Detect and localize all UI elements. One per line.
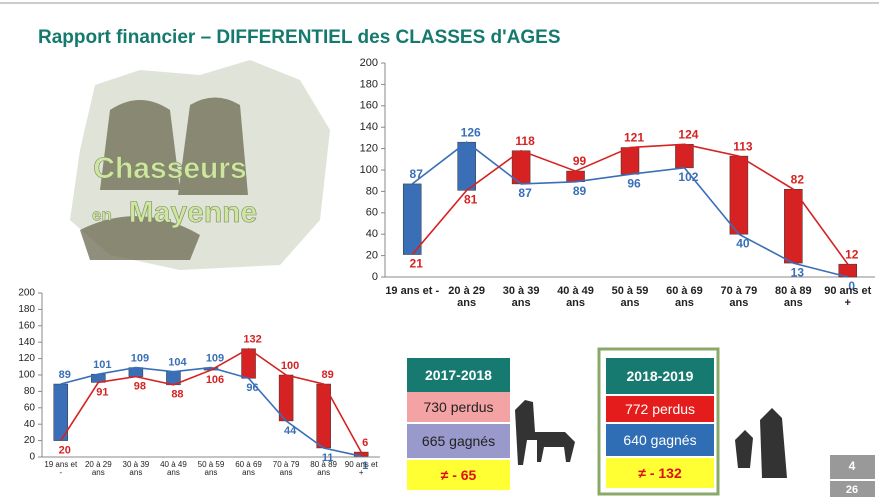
data-label: 89 [322, 369, 334, 381]
y-tick-label: 140 [18, 337, 35, 348]
y-tick-label: 80 [366, 185, 378, 197]
x-tick-label: 40 à 49 ans [548, 286, 602, 309]
x-tick-label: 90 ans et + [821, 286, 875, 309]
data-label: 101 [93, 359, 111, 371]
y-tick-label: 100 [360, 164, 378, 176]
data-label: 81 [464, 193, 478, 207]
updown-bar [279, 375, 293, 421]
data-label: 20 [59, 445, 71, 457]
y-tick-label: 180 [18, 304, 35, 315]
data-label: 126 [461, 125, 481, 139]
chart-canvas: Rapport financier – DIFFERENTIEL des CLA… [0, 0, 879, 497]
y-tick-label: 100 [18, 370, 35, 381]
y-tick-label: 140 [360, 121, 378, 133]
x-tick-label: 70 à 79 ans [267, 461, 305, 478]
y-tick-label: 60 [366, 207, 378, 219]
data-label: 109 [206, 353, 224, 365]
data-label: 96 [627, 176, 641, 190]
summary-lost: 730 perdus [407, 392, 510, 422]
photo-place: Mayenne [129, 196, 257, 229]
summary-gained: 665 gagnés [407, 424, 510, 458]
updown-bar [458, 142, 476, 190]
y-tick-label: 160 [360, 100, 378, 112]
summary-lost: 772 perdus [606, 396, 714, 422]
x-tick-label: 50 à 59 ans [192, 461, 230, 478]
slide: Rapport financier – DIFFERENTIEL des CLA… [0, 0, 879, 497]
x-tick-label: 40 à 49 ans [155, 461, 193, 478]
summary-gained: 640 gagnés [606, 424, 714, 456]
data-label: 40 [736, 236, 750, 250]
data-label: 96 [246, 382, 258, 394]
y-tick-label: 0 [372, 271, 378, 283]
data-label: 100 [281, 360, 299, 372]
y-tick-label: 80 [24, 386, 36, 397]
y-tick-label: 20 [24, 435, 36, 446]
y-tick-label: 120 [360, 143, 378, 155]
x-tick-label: 20 à 29 ans [80, 461, 118, 478]
x-tick-label: 60 à 69 ans [230, 461, 268, 478]
updown-bar [403, 184, 421, 255]
hunter-dog-icon [515, 400, 575, 465]
x-tick-label: 90 ans et + [342, 461, 380, 478]
data-label: 13 [791, 265, 805, 279]
photo-title: Chasseurs [93, 152, 246, 185]
photo-small: en [92, 205, 112, 224]
x-tick-label: 20 à 29 ans [439, 286, 493, 309]
data-label: 89 [59, 369, 71, 381]
x-tick-label: 60 à 69 ans [657, 286, 711, 309]
y-tick-label: 180 [360, 78, 378, 90]
x-tick-label: 30 à 39 ans [494, 286, 548, 309]
y-tick-label: 40 [24, 419, 36, 430]
updown-bar [730, 156, 748, 234]
data-label: 121 [624, 131, 644, 145]
data-label: 106 [206, 374, 224, 386]
data-label: 98 [134, 381, 146, 393]
summary-diff: ≠ - 65 [407, 460, 510, 490]
data-label: 6 [362, 437, 368, 449]
summary-season: 2017-2018 [407, 358, 510, 392]
y-tick-label: 0 [29, 452, 35, 463]
y-tick-label: 40 [366, 228, 378, 240]
x-tick-label: 80 à 89 ans [305, 461, 343, 478]
x-tick-label: 50 à 59 ans [603, 286, 657, 309]
data-label: 104 [168, 357, 187, 369]
y-tick-label: 160 [18, 320, 35, 331]
x-tick-label: 19 ans et - [385, 286, 439, 298]
updown-bar [675, 144, 693, 168]
data-label: 132 [243, 334, 261, 346]
slide-title: Rapport financier – DIFFERENTIEL des CLA… [38, 27, 561, 48]
page-number: 4 [849, 459, 856, 473]
data-label: 87 [410, 167, 424, 181]
data-label: 91 [96, 386, 108, 398]
data-label: 89 [573, 184, 587, 198]
x-tick-label: 19 ans et - [42, 461, 80, 478]
updown-bar [242, 349, 256, 379]
data-label: 44 [284, 425, 297, 437]
data-label: 87 [518, 186, 532, 200]
updown-bar [621, 148, 639, 175]
y-tick-label: 20 [366, 250, 378, 262]
page-number: 26 [846, 484, 858, 496]
x-tick-label: 70 à 79 ans [712, 286, 766, 309]
updown-bar [784, 189, 802, 263]
y-tick-label: 200 [18, 288, 35, 299]
data-label: 113 [733, 139, 753, 153]
x-tick-label: 30 à 39 ans [117, 461, 155, 478]
summary-diff: ≠ - 132 [606, 458, 714, 488]
summary-season: 2018-2019 [606, 358, 714, 394]
data-label: 21 [410, 257, 424, 271]
data-label: 82 [791, 172, 805, 186]
data-label: 88 [171, 389, 183, 401]
y-tick-label: 120 [18, 353, 35, 364]
data-label: 118 [515, 134, 535, 148]
y-tick-label: 200 [360, 57, 378, 69]
data-label: 109 [131, 353, 149, 365]
hunter-icon [735, 408, 787, 478]
data-label: 102 [678, 170, 698, 184]
x-tick-label: 80 à 89 ans [766, 286, 820, 309]
data-label: 124 [678, 127, 698, 141]
y-tick-label: 60 [24, 402, 36, 413]
data-label: 12 [845, 247, 859, 261]
data-label: 99 [573, 154, 587, 168]
